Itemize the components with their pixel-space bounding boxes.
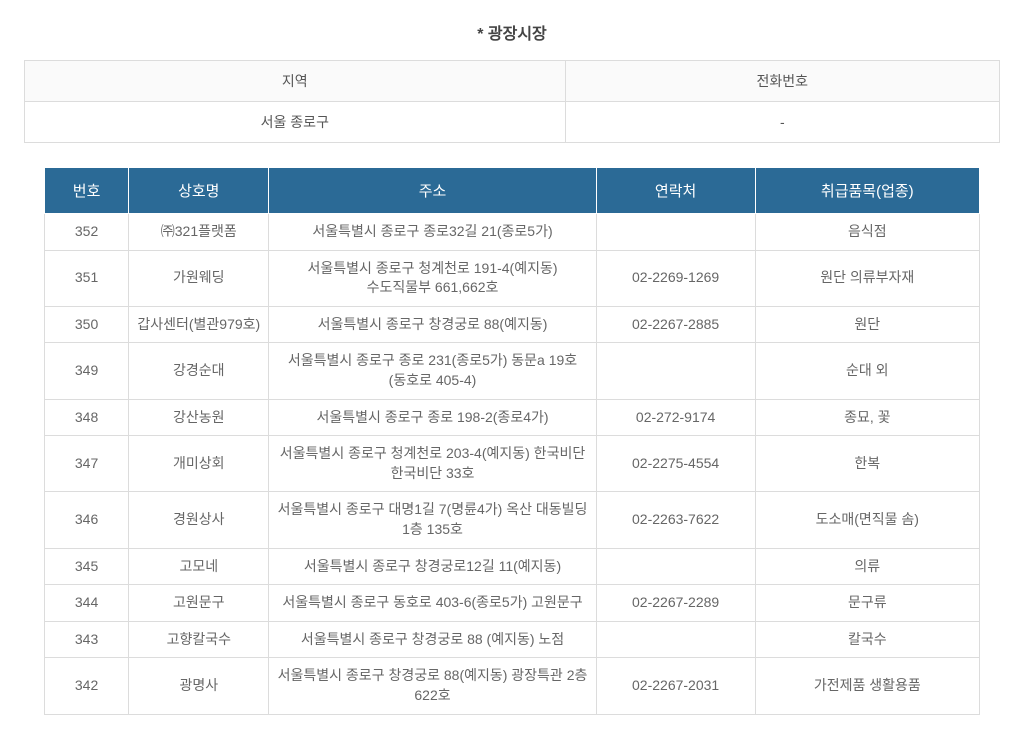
cell-addr: 서울특별시 종로구 대명1길 7(명륜4가) 옥산 대동빌딩 1층 135호 [269,492,596,548]
col-number: 번호 [45,168,129,214]
cell-tel: 02-2267-2289 [596,585,755,622]
cell-no: 351 [45,250,129,306]
cell-name: 고향칼국수 [129,621,269,658]
cell-no: 346 [45,492,129,548]
stores-table: 번호 상호명 주소 연락처 취급품목(업종) 352㈜321플랫폼서울특별시 종… [44,167,980,715]
cell-name: 강산농원 [129,399,269,436]
cell-tel [596,343,755,399]
cell-no: 350 [45,306,129,343]
cell-addr: 서울특별시 종로구 창경궁로 88 (예지동) 노점 [269,621,596,658]
table-row: 351가원웨딩서울특별시 종로구 청계천로 191-4(예지동) 수도직물부 6… [45,250,980,306]
cell-addr: 서울특별시 종로구 창경궁로 88(예지동) 광장특관 2층 622호 [269,658,596,714]
col-category: 취급품목(업종) [755,168,979,214]
info-header-row: 지역 전화번호 [25,61,1000,102]
col-address: 주소 [269,168,596,214]
cell-name: ㈜321플랫폼 [129,214,269,251]
cell-tel: 02-272-9174 [596,399,755,436]
col-store-name: 상호명 [129,168,269,214]
cell-tel: 02-2263-7622 [596,492,755,548]
cell-no: 349 [45,343,129,399]
cell-addr: 서울특별시 종로구 창경궁로12길 11(예지동) [269,548,596,585]
cell-no: 345 [45,548,129,585]
table-header-row: 번호 상호명 주소 연락처 취급품목(업종) [45,168,980,214]
cell-addr: 서울특별시 종로구 동호로 403-6(종로5가) 고원문구 [269,585,596,622]
cell-name: 경원상사 [129,492,269,548]
cell-tel: 02-2267-2031 [596,658,755,714]
cell-addr: 서울특별시 종로구 종로32길 21(종로5가) [269,214,596,251]
table-row: 347개미상회서울특별시 종로구 청계천로 203-4(예지동) 한국비단 한국… [45,436,980,492]
info-data-row: 서울 종로구 - [25,102,1000,143]
cell-name: 고원문구 [129,585,269,622]
table-row: 349강경순대서울특별시 종로구 종로 231(종로5가) 동문a 19호(동호… [45,343,980,399]
table-row: 350갑사센터(별관979호)서울특별시 종로구 창경궁로 88(예지동)02-… [45,306,980,343]
cell-tel: 02-2267-2885 [596,306,755,343]
cell-cat: 순대 외 [755,343,979,399]
table-row: 348강산농원서울특별시 종로구 종로 198-2(종로4가)02-272-91… [45,399,980,436]
cell-name: 고모네 [129,548,269,585]
cell-cat: 한복 [755,436,979,492]
table-row: 342광명사서울특별시 종로구 창경궁로 88(예지동) 광장특관 2층 622… [45,658,980,714]
cell-tel: 02-2269-1269 [596,250,755,306]
cell-no: 343 [45,621,129,658]
cell-addr: 서울특별시 종로구 청계천로 191-4(예지동) 수도직물부 661,662호 [269,250,596,306]
cell-cat: 원단 의류부자재 [755,250,979,306]
cell-addr: 서울특별시 종로구 청계천로 203-4(예지동) 한국비단 한국비단 33호 [269,436,596,492]
cell-name: 강경순대 [129,343,269,399]
cell-name: 갑사센터(별관979호) [129,306,269,343]
cell-no: 347 [45,436,129,492]
table-row: 344고원문구서울특별시 종로구 동호로 403-6(종로5가) 고원문구02-… [45,585,980,622]
cell-cat: 종묘, 꽃 [755,399,979,436]
cell-no: 344 [45,585,129,622]
cell-cat: 가전제품 생활용품 [755,658,979,714]
cell-cat: 도소매(면직물 솜) [755,492,979,548]
cell-tel [596,621,755,658]
cell-addr: 서울특별시 종로구 종로 198-2(종로4가) [269,399,596,436]
cell-no: 352 [45,214,129,251]
col-contact: 연락처 [596,168,755,214]
cell-cat: 음식점 [755,214,979,251]
table-row: 352㈜321플랫폼서울특별시 종로구 종로32길 21(종로5가) 음식점 [45,214,980,251]
cell-tel [596,214,755,251]
table-row: 345고모네서울특별시 종로구 창경궁로12길 11(예지동) 의류 [45,548,980,585]
cell-cat: 원단 [755,306,979,343]
cell-no: 342 [45,658,129,714]
info-phone-value: - [565,102,999,143]
cell-addr: 서울특별시 종로구 창경궁로 88(예지동) [269,306,596,343]
cell-cat: 칼국수 [755,621,979,658]
info-col-region: 지역 [25,61,566,102]
page-title: * 광장시장 [24,20,1000,44]
table-row: 343고향칼국수서울특별시 종로구 창경궁로 88 (예지동) 노점 칼국수 [45,621,980,658]
info-region-value: 서울 종로구 [25,102,566,143]
cell-tel: 02-2275-4554 [596,436,755,492]
table-row: 346경원상사서울특별시 종로구 대명1길 7(명륜4가) 옥산 대동빌딩 1층… [45,492,980,548]
cell-no: 348 [45,399,129,436]
cell-addr: 서울특별시 종로구 종로 231(종로5가) 동문a 19호(동호로 405-4… [269,343,596,399]
cell-tel [596,548,755,585]
cell-name: 광명사 [129,658,269,714]
cell-cat: 의류 [755,548,979,585]
cell-name: 가원웨딩 [129,250,269,306]
info-col-phone: 전화번호 [565,61,999,102]
info-table: 지역 전화번호 서울 종로구 - [24,60,1000,143]
cell-cat: 문구류 [755,585,979,622]
cell-name: 개미상회 [129,436,269,492]
